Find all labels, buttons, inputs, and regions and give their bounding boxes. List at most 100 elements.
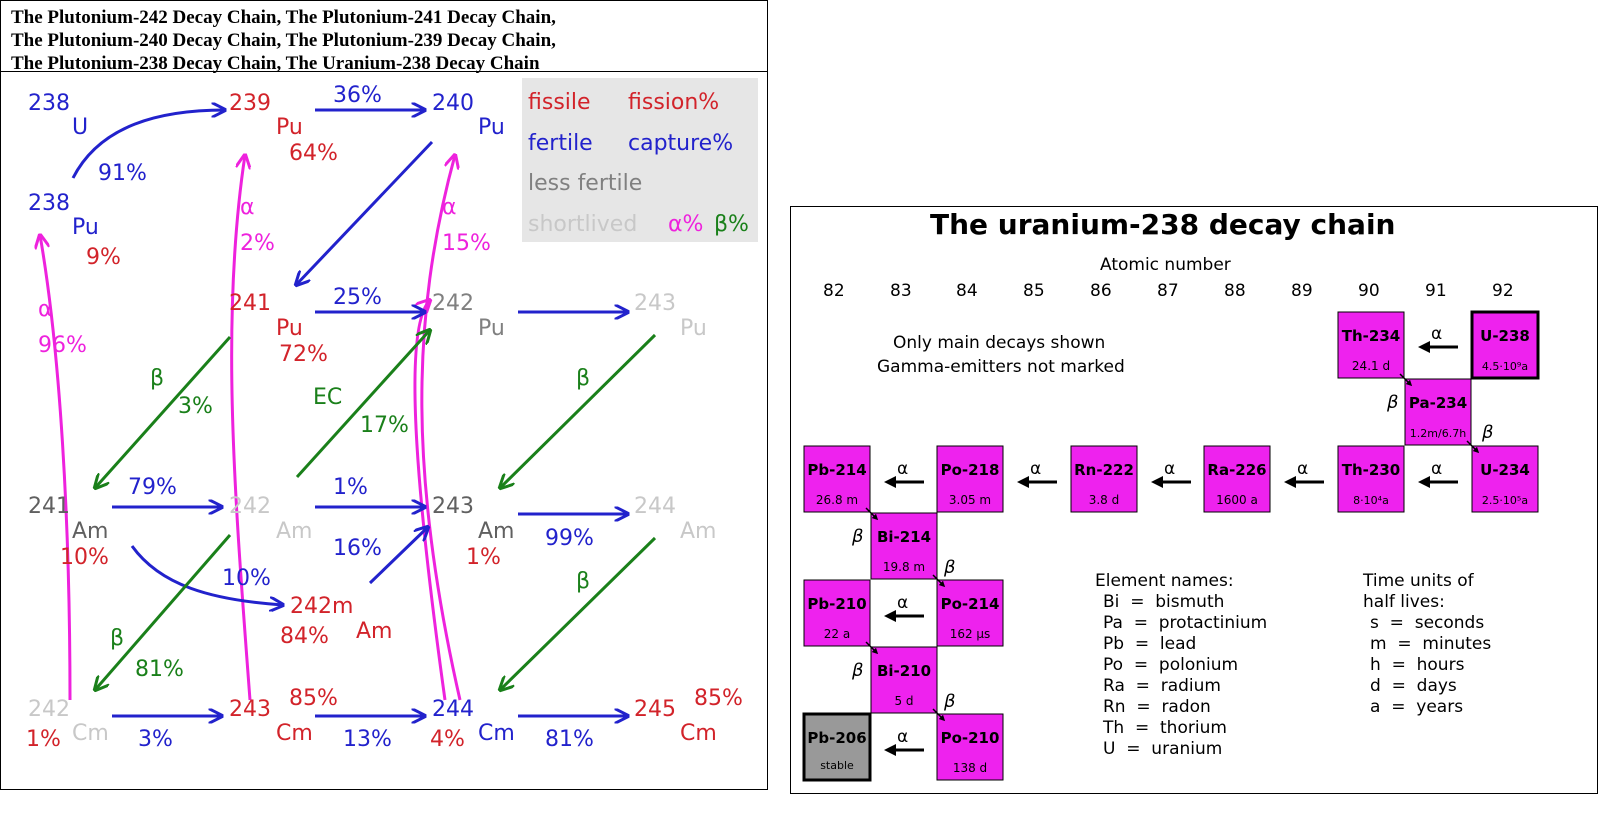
caption-line-3: The Plutonium-238 Decay Chain, The Urani…	[11, 53, 540, 74]
nuclide-rn222-halflife: 3.8 d	[1089, 493, 1120, 507]
legend-fertile: fertile	[528, 131, 593, 156]
nuclide-ra226: Ra-226 1600 a	[1203, 445, 1271, 513]
element-pb: Pb = lead	[1103, 634, 1196, 654]
nuclide-rn222: Rn-222 3.8 d	[1070, 445, 1138, 513]
nuclide-pb210-halflife: 22 a	[824, 627, 850, 641]
nuclide-po218: Po-218 3.05 m	[936, 445, 1004, 513]
nuclide-u238-mass: 238	[28, 91, 70, 116]
nuclide-am244-symbol: Am	[680, 519, 716, 544]
nuclide-ra226-halflife: 1600 a	[1216, 493, 1258, 507]
beta-arrow-pa234-u234	[1466, 440, 1480, 454]
nuclide-po214-halflife: 162 μs	[950, 627, 991, 641]
label-am242-beta-pct: 81%	[135, 657, 184, 682]
atomic-number-82: 82	[823, 281, 845, 301]
nuclide-pb214-name: Pb-214	[807, 461, 866, 479]
element-rn: Rn = radon	[1103, 697, 1211, 717]
beta-label-bi214: β	[943, 557, 956, 578]
atomic-number-90: 90	[1358, 281, 1380, 301]
beta-arrow-bi214-po214	[932, 574, 946, 588]
nuclide-u238-symbol: U	[72, 115, 88, 140]
nuclide-th230-name: Th-230	[1342, 461, 1400, 479]
nuclide-am243-pct: 1%	[466, 545, 501, 570]
nuclide-pu239-mass: 239	[229, 91, 271, 116]
ec-arrow-am242-pu242	[295, 330, 430, 479]
time-title-1: Time units of	[1362, 571, 1475, 591]
beta-label-pb214: β	[851, 526, 864, 547]
left-diagram-frame	[0, 72, 768, 790]
beta-decays	[865, 373, 1480, 722]
uranium-decay-diagram: The uranium-238 decay chain Atomic numbe…	[802, 208, 1540, 782]
label-ec: EC	[313, 385, 342, 410]
label-am242-beta: β	[110, 626, 124, 651]
uranium-chain-frame	[790, 206, 1598, 794]
nuclide-am244-mass: 244	[634, 494, 676, 519]
nuclide-pb206: Pb-206 stable	[802, 712, 872, 782]
nuclide-pu238-pct: 9%	[86, 245, 121, 270]
label-ec-pct: 17%	[360, 413, 409, 438]
nuclide-rn222-name: Rn-222	[1074, 461, 1134, 479]
nuclide-po218-name: Po-218	[941, 461, 1000, 479]
alpha-label-u234: α	[1431, 459, 1442, 479]
nuclide-cm244-symbol: Cm	[478, 721, 515, 746]
note-gamma: Gamma-emitters not marked	[877, 357, 1125, 377]
nuclide-cm244-pct: 4%	[430, 727, 465, 752]
time-unit-m: m = minutes	[1370, 634, 1491, 654]
label-pu241-beta: β	[150, 366, 164, 391]
nuclide-am241-pct: 10%	[60, 545, 109, 570]
legend-capture-pct: capture%	[628, 131, 733, 156]
label-pu238-alpha: α	[38, 297, 53, 322]
capture-arrow-am241-am242m	[130, 545, 283, 605]
element-ra: Ra = radium	[1103, 676, 1221, 696]
nuclide-pu243-mass: 243	[634, 291, 676, 316]
nuclide-cm242-symbol: Cm	[72, 721, 109, 746]
nuclide-pu241-mass: 241	[229, 291, 271, 316]
element-bi: Bi = bismuth	[1103, 592, 1224, 612]
beta-arrow-pu241-am241	[95, 336, 232, 488]
label-am243-am244: 99%	[545, 526, 594, 551]
legend-alpha-pct: α%	[668, 212, 703, 237]
beta-label-pa234: β	[1481, 422, 1494, 443]
label-pu241-pu242: 25%	[333, 285, 382, 310]
beta-label-pb210: β	[851, 660, 864, 681]
nuclide-u238: U-238 4.5·10⁹a	[1470, 310, 1540, 380]
atomic-number-92: 92	[1492, 281, 1514, 301]
label-pu239-pu240: 36%	[333, 83, 382, 108]
nuclide-am241-mass: 241	[28, 494, 70, 519]
alpha-label-th230: α	[1297, 459, 1308, 479]
nuclide-pb206-name: Pb-206	[807, 729, 866, 747]
nuclide-po218-halflife: 3.05 m	[949, 493, 991, 507]
nuclide-cm245-symbol: Cm	[680, 721, 717, 746]
label-am242m-am243: 16%	[333, 536, 382, 561]
nuclide-bi210: Bi-210 5 d	[870, 646, 938, 714]
label-am241-am242: 79%	[128, 475, 177, 500]
legend-shortlived: shortlived	[528, 212, 637, 237]
atomic-number-83: 83	[890, 281, 912, 301]
nuclide-pb210: Pb-210 22 a	[803, 579, 871, 647]
alpha-label-rn222: α	[1030, 459, 1041, 479]
atomic-number-84: 84	[956, 281, 978, 301]
nuclide-u238-name: U-238	[1480, 327, 1530, 345]
alpha-label-po218: α	[897, 459, 908, 479]
nuclide-cm243-mass: 243	[229, 697, 271, 722]
element-u: U = uranium	[1103, 739, 1222, 759]
legend-less-fertile: less fertile	[528, 171, 642, 196]
atomic-number-87: 87	[1157, 281, 1179, 301]
label-cm244-alpha: α	[442, 195, 457, 220]
nuclide-ra226-name: Ra-226	[1207, 461, 1266, 479]
nuclide-cm242-pct: 1%	[26, 727, 61, 752]
nuclide-pu241-pct: 72%	[279, 342, 328, 367]
beta-arrow-pb214-bi214	[865, 507, 879, 521]
legend-fissile: fissile	[528, 90, 591, 115]
elements-title: Element names:	[1095, 571, 1234, 591]
nuclide-bi214-name: Bi-214	[877, 528, 931, 546]
caption-box: The Plutonium-242 Decay Chain, The Pluto…	[0, 0, 768, 74]
capture-arrow-u238-pu239	[71, 110, 225, 179]
label-cm242-cm243: 3%	[138, 727, 173, 752]
nuclide-pu238-symbol: Pu	[72, 215, 99, 240]
nuclide-bi214-halflife: 19.8 m	[883, 560, 925, 574]
label-cm242-alpha: α	[240, 195, 255, 220]
nuclide-po214-name: Po-214	[941, 595, 1000, 613]
nuclide-am242m-mass: 242m	[290, 594, 353, 619]
atomic-number-86: 86	[1090, 281, 1112, 301]
nuclide-u234-halflife: 2.5·10⁵a	[1482, 494, 1528, 507]
